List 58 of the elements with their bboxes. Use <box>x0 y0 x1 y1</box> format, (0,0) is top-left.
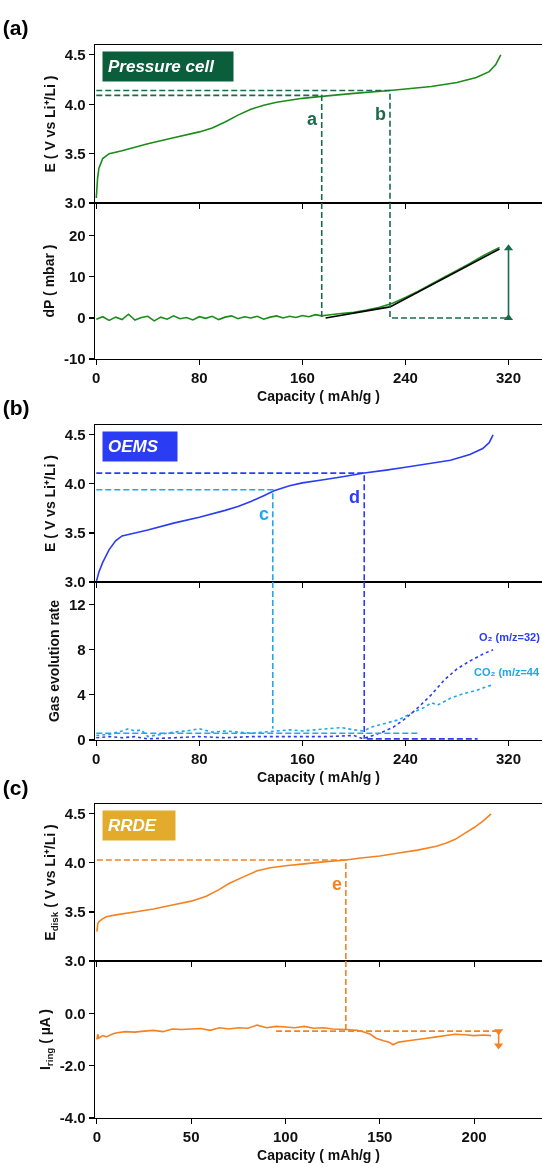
y-tick-label: 0 <box>77 309 86 327</box>
x-tick-label: 320 <box>495 750 522 768</box>
y-tick-label: 4 <box>77 686 87 704</box>
y-tick-label: 4.0 <box>64 95 86 113</box>
x-tick-label: 160 <box>289 369 315 387</box>
annotation: e <box>332 874 343 894</box>
y-tick-label: 3.5 <box>64 524 86 542</box>
y-tick-label: 3.0 <box>64 952 86 970</box>
chart-title: (b) <box>2 396 30 420</box>
chart-title: (c) <box>2 776 29 800</box>
x-axis-title: Capacity ( mAh/g ) <box>257 1147 380 1164</box>
x-tick-label: 320 <box>495 369 522 387</box>
y-tick-label: 0 <box>77 731 86 749</box>
y-tick-label: 0.0 <box>64 1004 86 1022</box>
x-tick-label: 0 <box>92 369 101 387</box>
annotation: RRDE <box>108 816 157 835</box>
y-tick-label: 4.5 <box>64 805 86 823</box>
x-tick-label: 0 <box>92 750 101 768</box>
y-tick-label: 3.5 <box>64 903 86 921</box>
y-tick-label: -4.0 <box>59 1109 86 1127</box>
y-tick-label: 12 <box>69 595 86 613</box>
series-label: CO₂ (m/z=44 <box>474 666 540 678</box>
annotation: OEMS <box>108 437 159 456</box>
x-tick-label: 200 <box>461 1128 487 1146</box>
y-tick-label: -2.0 <box>59 1056 86 1074</box>
y-tick-label: 8 <box>77 640 86 658</box>
y-tick-label: 4.0 <box>64 854 86 872</box>
x-tick-label: 100 <box>272 1128 299 1146</box>
y-tick-label: 4.5 <box>64 426 86 444</box>
x-tick-label: 240 <box>392 750 418 768</box>
chart-title: (a) <box>2 16 29 40</box>
y-tick-label: 4.5 <box>64 46 86 64</box>
x-tick-label: 80 <box>191 750 208 768</box>
x-tick-label: 150 <box>367 1128 393 1146</box>
y-tick-label: 10 <box>69 268 86 286</box>
annotation: b <box>375 104 386 124</box>
y-tick-label: -10 <box>64 350 86 368</box>
x-tick-label: 80 <box>191 369 208 387</box>
y-axis-title: E ( V vs Li⁺/Li ) <box>41 455 58 552</box>
y-axis-title: dP ( mbar ) <box>40 244 57 318</box>
y-tick-label: 4.0 <box>64 475 86 493</box>
x-axis-title: Capacity ( mAh/g ) <box>257 388 380 405</box>
y-tick-label: 3.5 <box>64 144 86 162</box>
y-tick-label: 3.0 <box>64 573 86 591</box>
annotation: d <box>349 487 360 507</box>
series-label: O₂ (m/z=32) <box>479 631 541 643</box>
x-tick-label: 240 <box>392 369 418 387</box>
x-axis-title: Capacity ( mAh/g ) <box>257 769 380 786</box>
x-tick-label: 50 <box>182 1128 200 1146</box>
annotation: a <box>307 109 318 129</box>
x-tick-label: 0 <box>92 1128 102 1146</box>
annotation: c <box>259 504 270 524</box>
y-axis-title: E ( V vs Li⁺/Li ) <box>41 75 58 173</box>
x-tick-label: 160 <box>289 750 315 768</box>
y-axis-title: Gas evolution rate <box>45 599 62 723</box>
y-tick-label: 20 <box>69 227 86 245</box>
annotation: Pressure cell <box>108 57 216 76</box>
y-tick-label: 3.0 <box>64 194 86 212</box>
